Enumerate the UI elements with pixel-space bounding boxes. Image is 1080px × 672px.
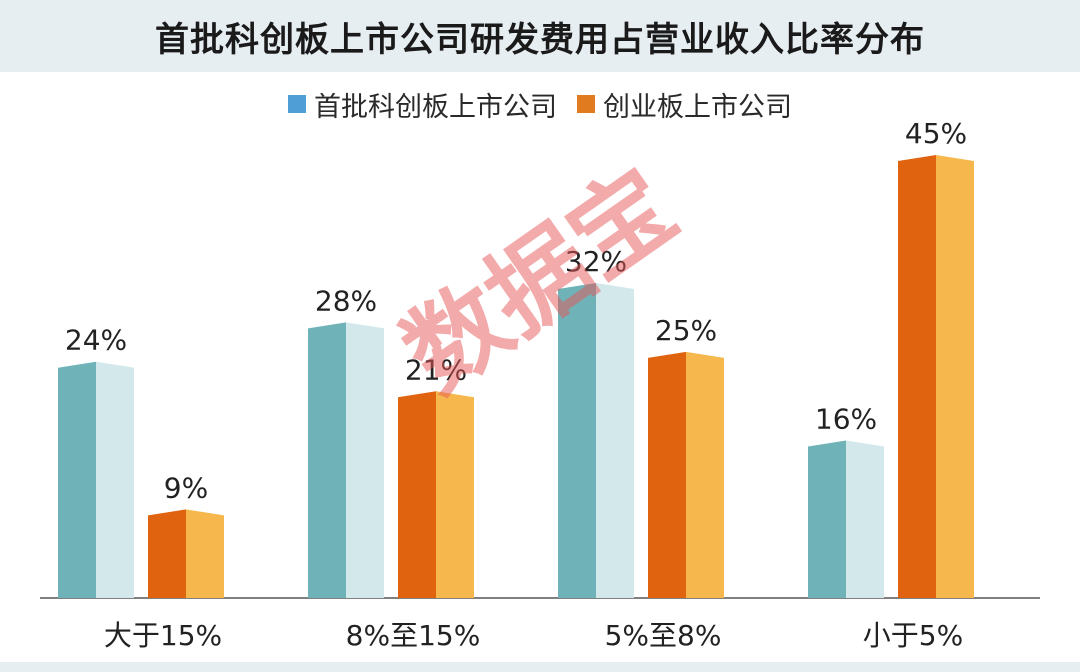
bar-1-3-dark — [558, 282, 596, 598]
bar-1-1-dark — [58, 361, 96, 598]
category-label: 5%至8% — [605, 619, 722, 652]
bar-2-2-dark — [398, 391, 436, 598]
legend-swatch-series-1 — [288, 95, 306, 113]
bar-2-1-light — [186, 509, 224, 598]
data-label: 45% — [905, 117, 967, 150]
legend-label-series-2: 创业板上市公司 — [603, 91, 792, 123]
bar-1-2-dark — [308, 322, 346, 598]
bar-1-4-light — [846, 440, 884, 598]
bar-2-3-dark — [648, 351, 686, 598]
data-label: 9% — [164, 471, 208, 504]
legend-swatch-series-2 — [577, 95, 595, 113]
bar-2-4-dark — [898, 155, 936, 598]
data-label: 25% — [655, 314, 717, 347]
data-label: 21% — [405, 353, 467, 386]
category-label: 大于15% — [104, 619, 222, 652]
bar-1-4-dark — [808, 440, 846, 598]
category-label: 8%至15% — [346, 619, 481, 652]
data-label: 32% — [565, 245, 627, 278]
bar-1-1-light — [96, 361, 134, 598]
bar-2-4-light — [936, 155, 974, 598]
bottom-band — [0, 662, 1080, 672]
data-label: 16% — [815, 402, 877, 435]
bar-2-2-light — [436, 391, 474, 598]
legend-item-series-1: 首批科创板上市公司 — [288, 85, 557, 124]
data-label: 28% — [315, 284, 377, 317]
bar-2-1-dark — [148, 509, 186, 598]
legend-label-series-1: 首批科创板上市公司 — [314, 91, 557, 123]
category-label: 小于5% — [863, 619, 963, 652]
title-bar: 首批科创板上市公司研发费用占营业收入比率分布 — [0, 0, 1080, 72]
legend-item-series-2: 创业板上市公司 — [577, 85, 792, 124]
bar-1-3-light — [596, 282, 634, 598]
chart-title: 首批科创板上市公司研发费用占营业收入比率分布 — [155, 19, 925, 60]
legend: 首批科创板上市公司 创业板上市公司 — [0, 84, 1080, 124]
bar-1-2-light — [346, 322, 384, 598]
data-label: 24% — [65, 324, 127, 357]
bar-2-3-light — [686, 351, 724, 598]
